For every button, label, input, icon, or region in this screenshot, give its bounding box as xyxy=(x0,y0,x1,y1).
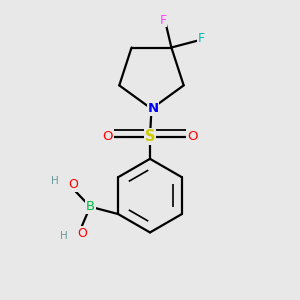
Text: S: S xyxy=(145,129,155,144)
Text: F: F xyxy=(198,32,205,45)
Text: B: B xyxy=(85,200,95,213)
Text: F: F xyxy=(160,14,167,27)
Text: N: N xyxy=(147,102,158,115)
Text: O: O xyxy=(187,130,197,143)
Text: O: O xyxy=(77,227,87,240)
Text: O: O xyxy=(103,130,113,143)
Text: O: O xyxy=(68,178,78,191)
Text: H: H xyxy=(60,231,68,241)
Text: H: H xyxy=(51,176,59,186)
